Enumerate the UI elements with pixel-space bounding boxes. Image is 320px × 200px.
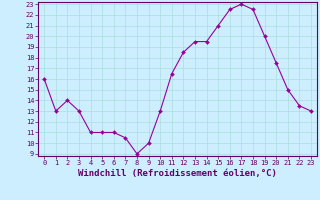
X-axis label: Windchill (Refroidissement éolien,°C): Windchill (Refroidissement éolien,°C) — [78, 169, 277, 178]
